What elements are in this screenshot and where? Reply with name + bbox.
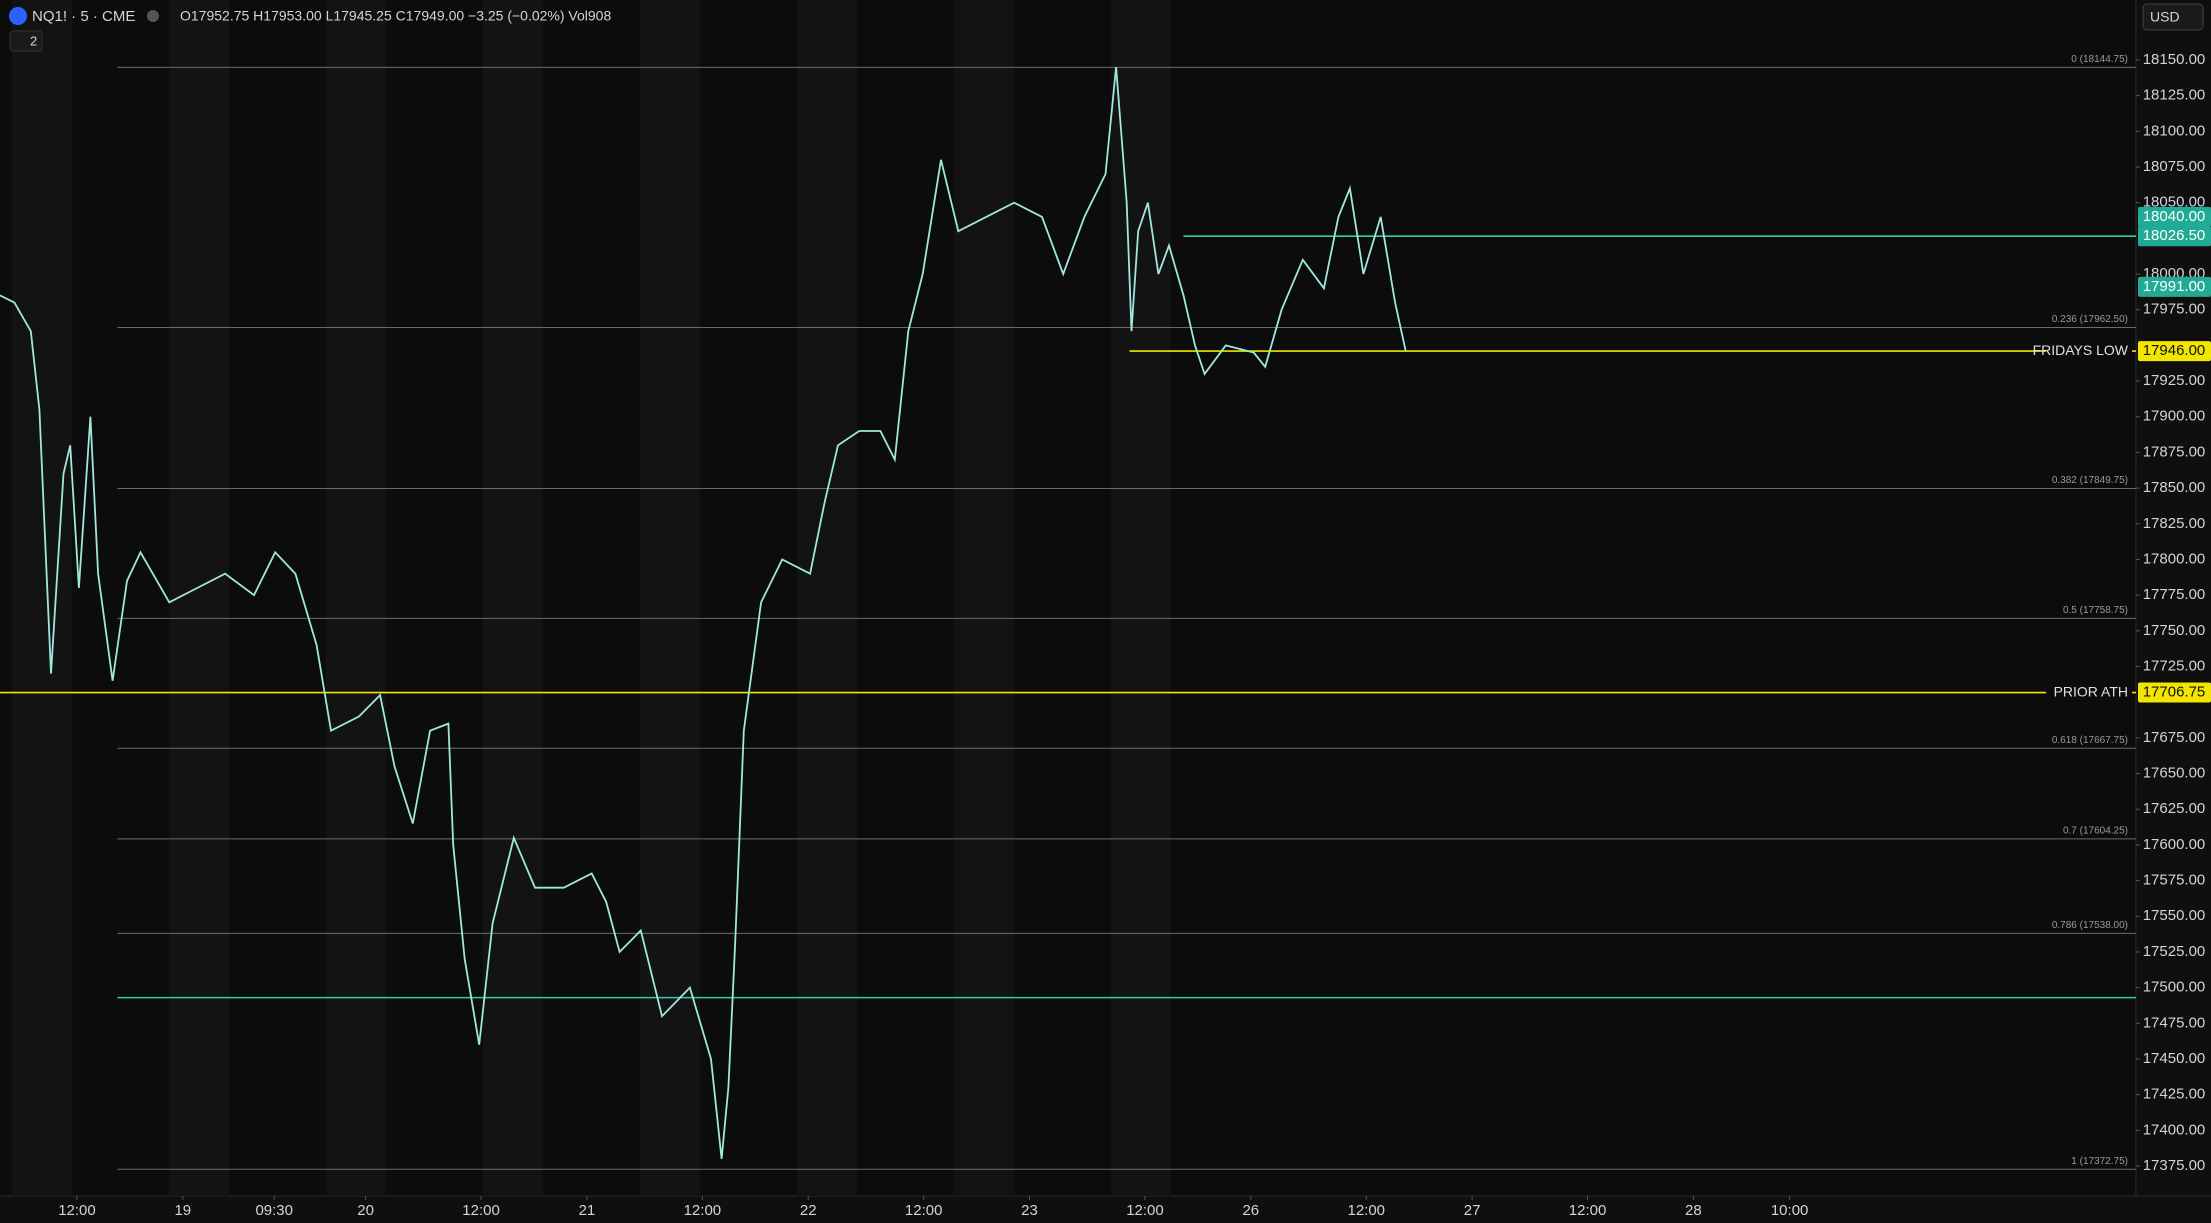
y-tick-label: 17425.00 [2143,1086,2206,1103]
currency[interactable]: USD [2150,9,2180,25]
x-tick-label: 19 [174,1202,191,1219]
plot: 0 (18144.75) 0.236 (17962.50) 0.382 (17849… [0,0,2136,1196]
level-label-bg [2046,341,2132,362]
price-axis [2136,0,2211,1223]
symbol-logo [9,7,27,25]
y-tick-label: 17725.00 [2143,657,2206,674]
level-label: 0.618 (17667.75) [2052,735,2128,746]
session-band [483,0,543,1196]
price-badge-label: 18026.50 [2143,227,2206,244]
x-tick-label: 12:00 [1569,1202,1607,1219]
x-tick-label: 09:30 [255,1202,293,1219]
level-label: 0.382 (17849.75) [2052,475,2128,486]
indicator-toggle[interactable] [9,30,43,52]
session-band [12,0,72,1196]
x-tick-label: 21 [579,1202,596,1219]
session-band [954,0,1014,1196]
x-tick-label: 12:00 [58,1202,96,1219]
price-badge [2138,682,2211,703]
y-tick-label: 17825.00 [2143,515,2206,532]
price-badge-label: 17706.75 [2143,684,2206,701]
level-label: PRIOR ATH [2054,683,2128,699]
price-badge-label: 17991.00 [2143,278,2206,295]
y-tick-label: 18100.00 [2143,122,2206,139]
price-badge [2138,226,2211,247]
level-label: 0.7 (17604.25) [2063,825,2128,836]
level-label: 0.5 (17758.75) [2063,605,2128,616]
level-label: 0.236 (17962.50) [2052,314,2128,325]
session-band [797,0,857,1196]
y-tick-label: 17550.00 [2143,907,2206,924]
x-tick-label: 12:00 [1347,1202,1385,1219]
session-band [640,0,700,1196]
symbol[interactable]: NQ1! · 5 · CME [32,8,135,25]
y-tick-label: 17925.00 [2143,372,2206,389]
x-tick-label: 12:00 [462,1202,500,1219]
price-badge [2138,276,2211,297]
y-tick-label: 18075.00 [2143,158,2206,175]
y-tick-label: 17775.00 [2143,586,2206,603]
level-label: 0 (18144.75) [2071,54,2128,65]
y-tick-label: 17850.00 [2143,479,2206,496]
y-tick-label: 17575.00 [2143,872,2206,889]
level-label: FRIDAYS LOW [2033,342,2129,358]
x-tick-label: 12:00 [905,1202,943,1219]
y-tick-label: 17650.00 [2143,765,2206,782]
status-dot [147,10,159,22]
y-tick-label: 17400.00 [2143,1121,2206,1138]
x-tick-label: 12:00 [684,1202,722,1219]
y-tick-label: 18050.00 [2143,194,2206,211]
price-badge [2138,341,2211,362]
plot-area [0,0,2136,1196]
y-tick-label: 17375.00 [2143,1157,2206,1174]
y-tick-label: 17500.00 [2143,979,2206,996]
price-badge-label: 17946.00 [2143,342,2206,359]
x-tick-label: 20 [357,1202,374,1219]
y-tick-label: 18125.00 [2143,87,2206,104]
y-tick-label: 17975.00 [2143,301,2206,318]
y-tick-label: 17675.00 [2143,729,2206,746]
y-tick-label: 17900.00 [2143,408,2206,425]
price-badge [2138,206,2211,227]
x-tick-label: 27 [1464,1202,1481,1219]
y-tick-label: 17800.00 [2143,550,2206,567]
y-tick-label: 17600.00 [2143,836,2206,853]
y-tick-label: 18150.00 [2143,51,2206,68]
price-line [0,67,1407,1159]
level-label-bg [2046,682,2132,703]
x-tick-label: 12:00 [1126,1202,1164,1219]
y-tick-label: 17475.00 [2143,1014,2206,1031]
level-label: 1 (17372.75) [2071,1156,2128,1167]
x-tick-label: 23 [1021,1202,1038,1219]
x-tick-label: 22 [800,1202,817,1219]
x-tick-label: 28 [1685,1202,1702,1219]
price-badge-label: 18040.00 [2143,208,2206,225]
session-band [1111,0,1171,1196]
y-tick-label: 17875.00 [2143,443,2206,460]
y-tick-label: 17625.00 [2143,800,2206,817]
currency-button[interactable] [2142,3,2204,31]
x-tick-label: 26 [1242,1202,1259,1219]
level-label: 0.786 (17538.00) [2052,920,2128,931]
ohlc: O17952.75 H17953.00 L17945.25 C17949.00 … [180,8,611,24]
indicator-count[interactable]: 2 [30,33,37,48]
x-tick-label: 10:00 [1771,1202,1809,1219]
y-tick-label: 17525.00 [2143,943,2206,960]
session-band [326,0,386,1196]
y-tick-label: 17750.00 [2143,622,2206,639]
y-tick-label: 17450.00 [2143,1050,2206,1067]
